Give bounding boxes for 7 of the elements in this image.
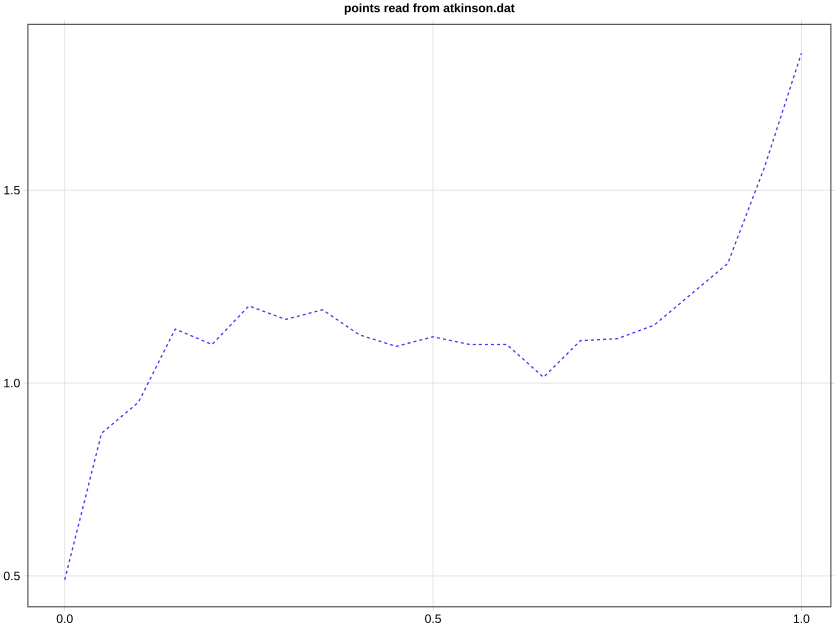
x-tick-label: 1.0 bbox=[794, 614, 810, 623]
y-tick-label: 1.5 bbox=[4, 186, 20, 194]
chart-title: points read from atkinson.dat bbox=[344, 3, 515, 15]
y-tick-label: 1.0 bbox=[4, 378, 20, 388]
x-tick-label: 0.0 bbox=[56, 614, 73, 623]
y-tick-label: 0.5 bbox=[4, 571, 20, 580]
x-tick-label: 0.5 bbox=[425, 614, 441, 623]
